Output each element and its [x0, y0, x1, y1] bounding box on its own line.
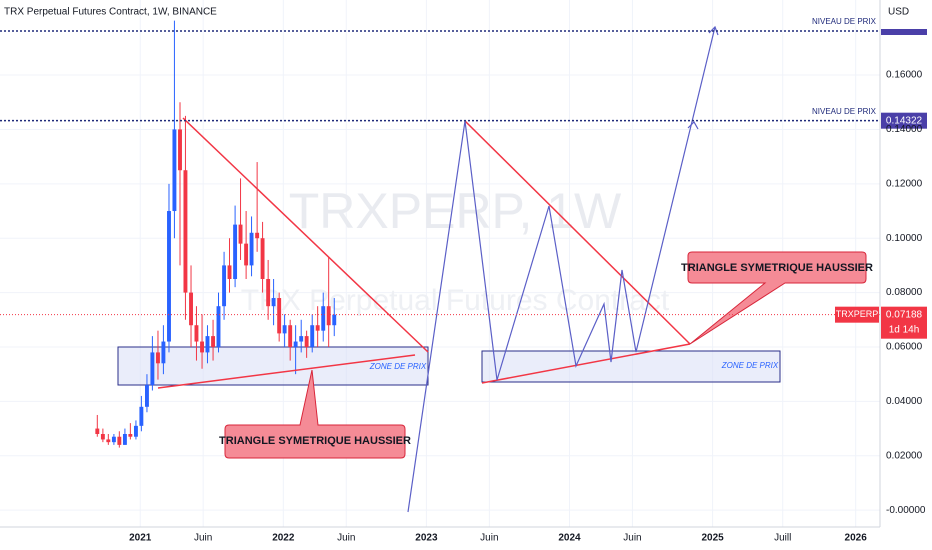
- candle-body: [211, 336, 216, 347]
- triangle-line: [464, 120, 691, 345]
- candles: [95, 20, 337, 448]
- candle-body: [332, 314, 337, 326]
- last-price: 0.07188: [886, 309, 923, 320]
- candle-body: [255, 232, 260, 239]
- candle-body: [304, 336, 309, 347]
- x-tick-label: Juill: [774, 533, 791, 544]
- candle-body: [222, 265, 227, 307]
- x-tick-label: 2022: [272, 533, 295, 544]
- currency: USD: [888, 7, 909, 18]
- arrow-head: [708, 25, 719, 36]
- x-tick-label: 2024: [558, 533, 581, 544]
- callout: [224, 369, 406, 459]
- candle-body: [293, 341, 298, 347]
- symbol-badge: TRXPERP: [836, 309, 879, 319]
- candle-body: [200, 341, 204, 353]
- candle-body: [326, 306, 331, 326]
- symbol-badge-bg: [835, 306, 879, 323]
- candle-body: [321, 306, 326, 331]
- y-tick-label: 0.06000: [886, 342, 923, 353]
- candle-body: [266, 279, 271, 307]
- candle-body: [183, 170, 188, 293]
- y-tick-label: 0.08000: [886, 287, 923, 298]
- watermark-symbol: TRXPERP, 1W: [289, 183, 622, 239]
- x-tick-label: 2026: [845, 533, 868, 544]
- callout: [687, 251, 867, 345]
- candle-body: [106, 439, 111, 443]
- candle-body: [133, 425, 138, 437]
- overlay: NIVEAU DE PRIX NIVEAU DE PRIX 0.14322 TRXPE…: [0, 17, 927, 339]
- x-tick-label: Juin: [337, 533, 355, 544]
- candle-body: [139, 406, 144, 426]
- candle-body: [249, 232, 254, 266]
- x-tick-label: 2025: [701, 533, 724, 544]
- candle-body: [95, 428, 100, 434]
- zone-label: ZONE DE PRIX: [369, 362, 427, 371]
- callout-text: TRIANGLE SYMETRIQUE HAUSSIER: [681, 262, 873, 274]
- level-badge: [881, 29, 927, 35]
- candle-body: [227, 265, 232, 279]
- y-tick-label: 0.02000: [886, 450, 923, 461]
- countdown: 1d 14h: [889, 324, 920, 335]
- candle-body: [167, 211, 171, 342]
- callout-text: TRIANGLE SYMETRIQUE HAUSSIER: [219, 435, 411, 447]
- last-price-badge-bg: [881, 306, 927, 339]
- candle-body: [128, 434, 133, 437]
- candle-body: [122, 434, 127, 445]
- candle-body: [310, 325, 315, 347]
- watermark-name: TRX Perpetual Futures Contract: [241, 284, 670, 317]
- candle-body: [172, 129, 177, 212]
- x-tick-label: Juin: [194, 533, 212, 544]
- candle-body: [150, 352, 155, 386]
- candle-body: [315, 325, 320, 331]
- candle-body: [299, 336, 304, 342]
- x-tick-label: 2021: [129, 533, 152, 544]
- candle-body: [178, 129, 182, 171]
- candle-body: [244, 243, 249, 266]
- level-label: NIVEAU DE PRIX: [812, 107, 877, 116]
- y-tick-label: 0.16000: [886, 70, 923, 81]
- candle-body: [282, 325, 287, 334]
- y-tick-label: 0.10000: [886, 233, 923, 244]
- x-tick-label: Juin: [623, 533, 641, 544]
- candle-body: [216, 306, 221, 347]
- chart-title: TRX Perpetual Futures Contract, 1W, BINA…: [4, 7, 217, 18]
- arrow-head: [687, 121, 699, 130]
- candle-body: [189, 292, 193, 326]
- candle-body: [161, 341, 166, 364]
- level-badge: [881, 112, 927, 129]
- y-tick-label: 0.14000: [886, 124, 923, 135]
- triangle-line: [157, 354, 416, 389]
- candle-body: [288, 325, 293, 347]
- candle-body: [238, 224, 243, 244]
- candle-body: [156, 352, 160, 364]
- candle-body: [100, 434, 105, 440]
- candle-body: [277, 298, 282, 334]
- candle-body: [194, 325, 199, 342]
- candle-body: [233, 224, 238, 279]
- y-tick-label: -0.00000: [886, 505, 926, 516]
- candle-body: [271, 298, 276, 307]
- x-tick-label: 2023: [415, 533, 438, 544]
- level-value: 0.14322: [886, 115, 923, 126]
- price-zone: [481, 350, 781, 383]
- zone-label: ZONE DE PRIX: [721, 361, 779, 370]
- triangle-line: [481, 343, 691, 384]
- candle-body: [144, 385, 149, 407]
- candle-body: [117, 436, 122, 445]
- y-tick-label: 0.04000: [886, 396, 923, 407]
- candle-body: [205, 336, 210, 353]
- price-zone: [117, 346, 429, 386]
- projection-path: [407, 26, 716, 513]
- level-label: NIVEAU DE PRIX: [812, 17, 877, 26]
- candle-body: [111, 436, 116, 443]
- candle-body: [260, 238, 265, 279]
- triangle-line: [182, 117, 429, 353]
- y-tick-label: 0.12000: [886, 178, 923, 189]
- x-tick-label: Juin: [480, 533, 498, 544]
